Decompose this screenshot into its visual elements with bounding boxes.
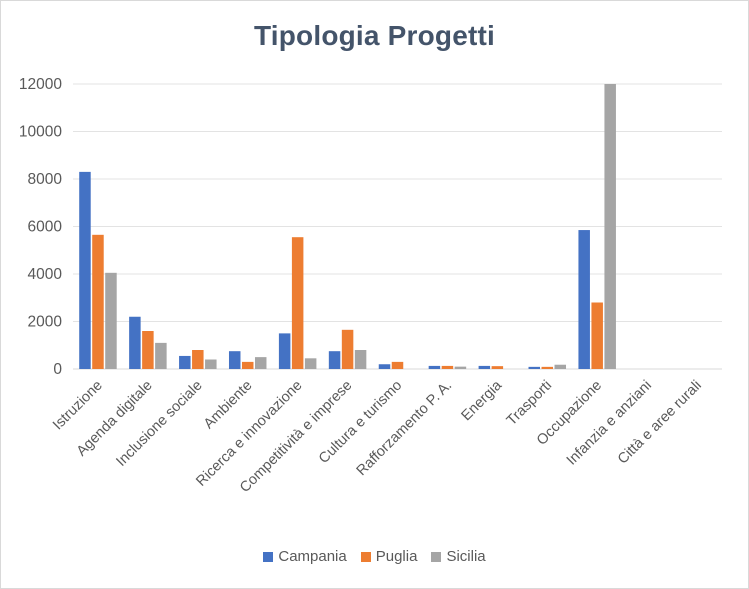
bar-campania-1	[129, 316, 141, 369]
x-tick-label: Energia	[458, 377, 505, 424]
bar-sicilia-7	[454, 366, 467, 370]
bar-puglia-1	[142, 331, 154, 369]
x-tick-label: Infanzia e anziani	[564, 378, 655, 469]
y-tick-label: 0	[53, 361, 62, 378]
x-tick-label: Inclusione sociale	[113, 378, 205, 470]
bar-campania-4	[278, 333, 291, 370]
bar-campania-0	[79, 171, 91, 370]
bar-campania-8	[478, 365, 491, 369]
y-tick-label: 2000	[28, 314, 63, 331]
legend-item-campania: Campania	[263, 548, 347, 565]
chart-title: Tipologia Progetti	[253, 20, 496, 51]
bar-campania-9	[528, 366, 541, 369]
bar-campania-10	[578, 230, 590, 369]
bar-sicilia-9	[554, 364, 567, 369]
legend-swatch	[360, 551, 371, 562]
y-tick-label: 4000	[28, 266, 63, 283]
chart-legend: Campania Puglia Sicilia	[0, 548, 749, 565]
bar-sicilia-3	[254, 357, 267, 370]
bar-sicilia-4	[304, 358, 317, 369]
legend-label: Campania	[278, 548, 347, 565]
bar-puglia-5	[341, 329, 354, 369]
legend-item-sicilia: Sicilia	[431, 548, 486, 565]
bar-puglia-3	[241, 361, 254, 370]
bar-sicilia-0	[105, 272, 117, 369]
y-tick-label: 12000	[19, 76, 62, 93]
bar-puglia-9	[541, 366, 554, 369]
bar-campania-3	[228, 351, 241, 369]
legend-swatch	[431, 551, 442, 562]
bar-campania-6	[378, 364, 391, 369]
bar-puglia-7	[441, 365, 454, 369]
legend-swatch	[263, 551, 274, 562]
x-tick-label: Città e aree rurali	[615, 378, 705, 468]
bar-sicilia-5	[354, 350, 367, 369]
legend-label: Sicilia	[446, 548, 486, 565]
legend-label: Puglia	[375, 548, 418, 565]
bar-sicilia-10	[604, 84, 616, 369]
y-tick-label: 6000	[28, 219, 63, 236]
bar-puglia-6	[391, 361, 404, 370]
y-tick-label: 10000	[19, 124, 62, 141]
bar-campania-7	[428, 365, 441, 369]
bar-puglia-10	[591, 302, 603, 369]
bar-campania-5	[328, 351, 341, 369]
bar-campania-2	[179, 355, 191, 369]
y-tick-label: 8000	[28, 171, 63, 188]
legend-item-puglia: Puglia	[360, 548, 418, 565]
bar-sicilia-2	[205, 359, 217, 369]
bar-sicilia-1	[155, 342, 167, 370]
bar-puglia-8	[491, 366, 504, 369]
bar-puglia-0	[92, 234, 104, 369]
bar-puglia-4	[291, 237, 304, 369]
x-tick-label: Trasporti	[504, 378, 555, 429]
x-tick-label: Rafforzamento P. A.	[354, 378, 456, 480]
bar-puglia-2	[192, 350, 204, 369]
